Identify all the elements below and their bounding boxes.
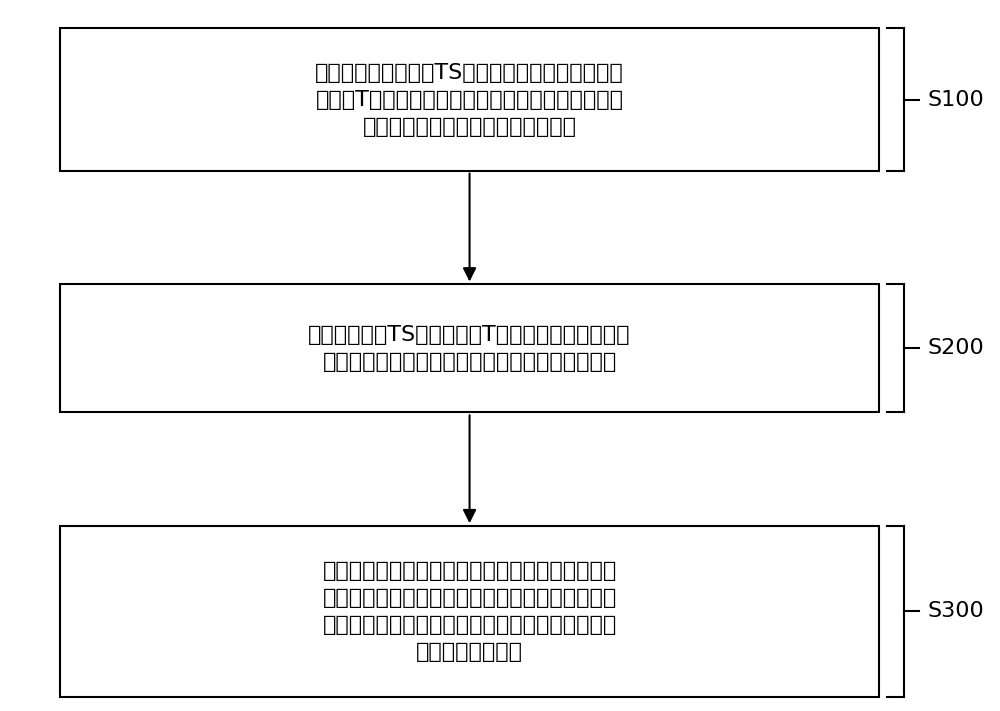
FancyBboxPatch shape — [60, 526, 879, 697]
Text: 压缩机在所述当前运行状态下按所述运行方式持续: 压缩机在所述当前运行状态下按所述运行方式持续 — [322, 615, 617, 635]
Text: S300: S300 — [927, 602, 984, 621]
Text: 阈值范围内时，控制压缩机保持当前运行状态运行: 阈值范围内时，控制压缩机保持当前运行状态运行 — [322, 352, 617, 372]
Text: 行状态为制冷状态和制热状态中一种: 行状态为制冷状态和制热状态中一种 — [363, 117, 577, 137]
Text: 计算目标水温TS和实时水温T的偏差，当所述偏差在: 计算目标水温TS和实时水温T的偏差，当所述偏差在 — [308, 325, 631, 345]
Text: 区间范围确定压缩机的运行方式和运行时长，控制: 区间范围确定压缩机的运行方式和运行时长，控制 — [322, 588, 617, 608]
Text: 获取设定的目标水温TS、第一温度传感器检测的实: 获取设定的目标水温TS、第一温度传感器检测的实 — [315, 63, 624, 82]
Text: 运行所述运行时长: 运行所述运行时长 — [416, 642, 523, 662]
Text: S200: S200 — [927, 338, 984, 358]
Text: S100: S100 — [927, 90, 984, 109]
FancyBboxPatch shape — [60, 28, 879, 171]
FancyBboxPatch shape — [60, 284, 879, 412]
Text: 当所述偏差超出阈值范围时，根据所述偏差所在的: 当所述偏差超出阈值范围时，根据所述偏差所在的 — [322, 561, 617, 581]
Text: 时水温T、以及压缩机的当前运行状态，所述当前运: 时水温T、以及压缩机的当前运行状态，所述当前运 — [316, 90, 624, 109]
